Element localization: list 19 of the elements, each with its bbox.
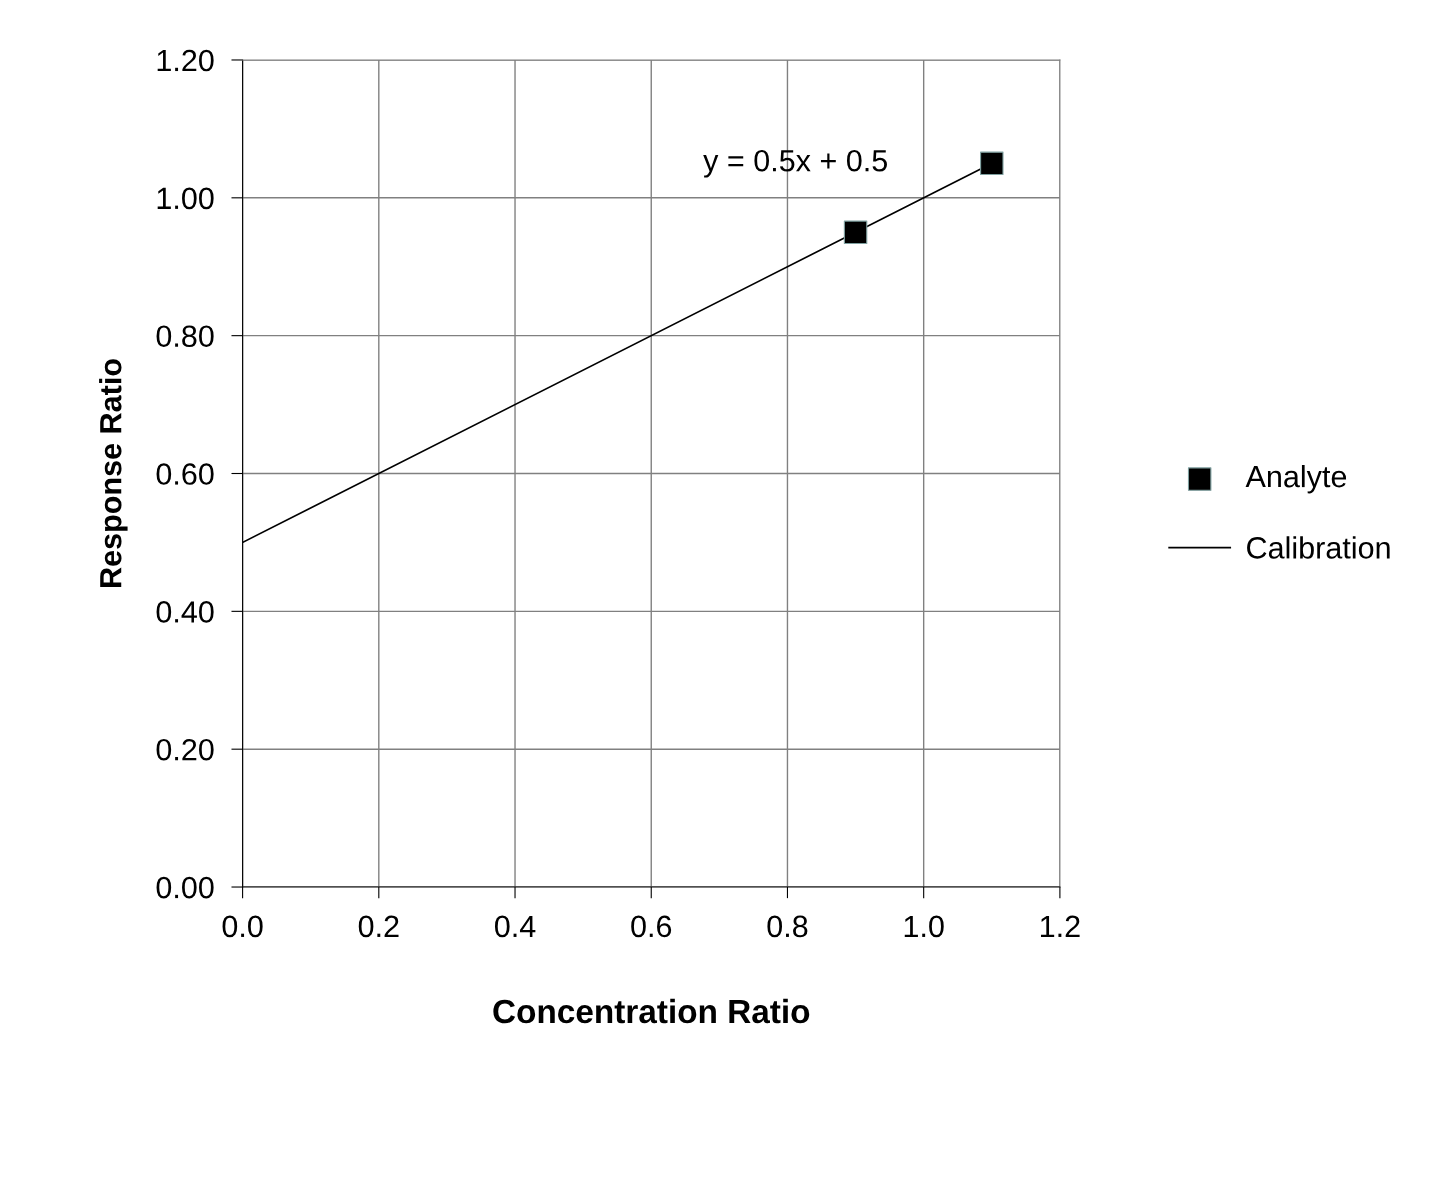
legend-label: Analyte bbox=[1245, 464, 1347, 494]
x-tick-label: 0.0 bbox=[222, 915, 263, 938]
x-tick-label: 0.6 bbox=[631, 915, 672, 938]
y-tick-label: 1.20 bbox=[157, 49, 214, 72]
y-tick-label: 0.80 bbox=[156, 325, 214, 348]
y-tick-label: 0.00 bbox=[156, 876, 214, 899]
x-tick-label: 1.2 bbox=[1040, 915, 1080, 937]
y-tick-label: 0.20 bbox=[156, 738, 214, 761]
y-tick-label: 0.40 bbox=[156, 601, 214, 623]
annotation: y = 0.5x + 0.5 bbox=[703, 149, 887, 178]
y-tick-label: 0.60 bbox=[156, 463, 214, 485]
y-axis-title: Response Ratio bbox=[99, 359, 128, 587]
x-tick-label: 0.8 bbox=[767, 915, 808, 938]
x-axis-title: Concentration Ratio bbox=[493, 998, 810, 1024]
x-tick-label: 1.0 bbox=[904, 915, 944, 938]
y-tick-label: 1.00 bbox=[157, 187, 214, 210]
x-tick-label: 0.2 bbox=[358, 915, 399, 938]
x-tick-label: 0.4 bbox=[494, 915, 536, 938]
legend-label: Calibration bbox=[1247, 536, 1390, 559]
